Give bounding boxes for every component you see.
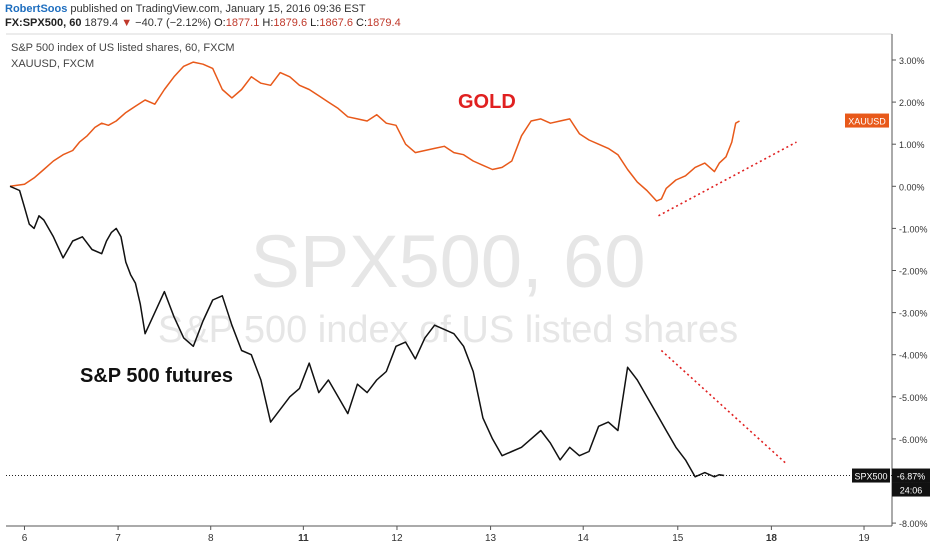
gold-support-trendline — [658, 141, 797, 217]
legend-spx: S&P 500 index of US listed shares, 60, F… — [11, 42, 235, 54]
y-tick-label: -4.00% — [899, 351, 928, 361]
gold-badge-label: XAUUSD — [848, 117, 886, 127]
price-scale[interactable]: 3.00% 2.00% 1.00% 0.00% -1.00% -2.00% -3.00% -4… — [892, 56, 928, 529]
y-tick-label: -3.00% — [899, 309, 928, 319]
spx-timer-badge — [892, 482, 930, 497]
last-price: 1879.4 — [84, 17, 119, 29]
x-tick-label: 6 — [22, 533, 28, 544]
price-change: −40.7 (−2.12%) — [135, 17, 212, 29]
open-label: O: — [214, 17, 226, 29]
spx-series-line — [9, 185, 725, 478]
time-scale[interactable]: 6 7 8 11 12 13 14 15 18 19 — [22, 526, 870, 544]
author-link[interactable]: RobertSoos — [5, 3, 68, 15]
high-label: H: — [262, 17, 274, 29]
trendlines — [658, 141, 797, 465]
gold-series-line — [9, 61, 740, 202]
gold-annotation: GOLD — [458, 91, 516, 113]
x-tick-label: 7 — [115, 533, 121, 544]
x-tick-label: 12 — [391, 533, 403, 544]
publish-line: RobertSoos published on TradingView.com,… — [5, 2, 401, 16]
x-tick-label: 13 — [485, 533, 497, 544]
spx-value-label: -6.87% — [897, 472, 926, 482]
publish-info: published on TradingView.com, January 15… — [67, 3, 366, 15]
series-lines — [9, 61, 740, 478]
symbol-line: FX:SPX500, 60 1879.4 ▼ −40.7 (−2.12%) O:… — [5, 16, 401, 30]
y-tick-label: -5.00% — [899, 393, 928, 403]
gold-price-badge — [845, 113, 889, 128]
down-arrow-icon: ▼ — [121, 17, 133, 29]
y-tick-label: 1.00% — [899, 140, 925, 150]
low-label: L: — [310, 17, 320, 29]
y-tick-label: -6.00% — [899, 435, 928, 445]
price-badges: XAUUSD SPX500 -6.87% 24:06 — [6, 113, 930, 497]
y-tick-label: 3.00% — [899, 56, 925, 66]
x-tick-label: 15 — [672, 533, 684, 544]
spx-value-badge — [892, 468, 930, 483]
x-tick-label: 11 — [298, 533, 309, 544]
close-label: C: — [356, 17, 368, 29]
spx-badge-label: SPX500 — [854, 472, 887, 482]
y-tick-label: 0.00% — [899, 182, 925, 192]
x-tick-label: 8 — [208, 533, 214, 544]
spx-annotation: S&P 500 futures — [80, 365, 233, 387]
x-tick-label: 19 — [858, 533, 870, 544]
y-tick-label: 2.00% — [899, 98, 925, 108]
x-tick-label: 14 — [578, 533, 590, 544]
legend-gold: XAUUSD, FXCM — [11, 58, 94, 70]
publish-header: RobertSoos published on TradingView.com,… — [5, 2, 401, 30]
close-value: 1879.4 — [367, 17, 401, 29]
spx-timer-label: 24:06 — [900, 486, 923, 496]
watermark-subtitle: S&P 500 index of US listed shares — [158, 309, 738, 351]
spx-resistance-trendline — [660, 349, 788, 465]
low-value: 1867.6 — [319, 17, 353, 29]
spx-name-badge — [852, 468, 890, 483]
x-tick-label: 18 — [766, 533, 778, 544]
y-tick-label: -1.00% — [899, 224, 928, 234]
watermark-title: SPX500, 60 — [251, 220, 646, 303]
open-value: 1877.1 — [225, 17, 260, 29]
y-tick-label: -8.00% — [899, 519, 928, 529]
y-tick-label: -2.00% — [899, 267, 928, 277]
high-value: 1879.6 — [273, 17, 308, 29]
symbol-name: FX:SPX500, 60 — [5, 17, 82, 29]
